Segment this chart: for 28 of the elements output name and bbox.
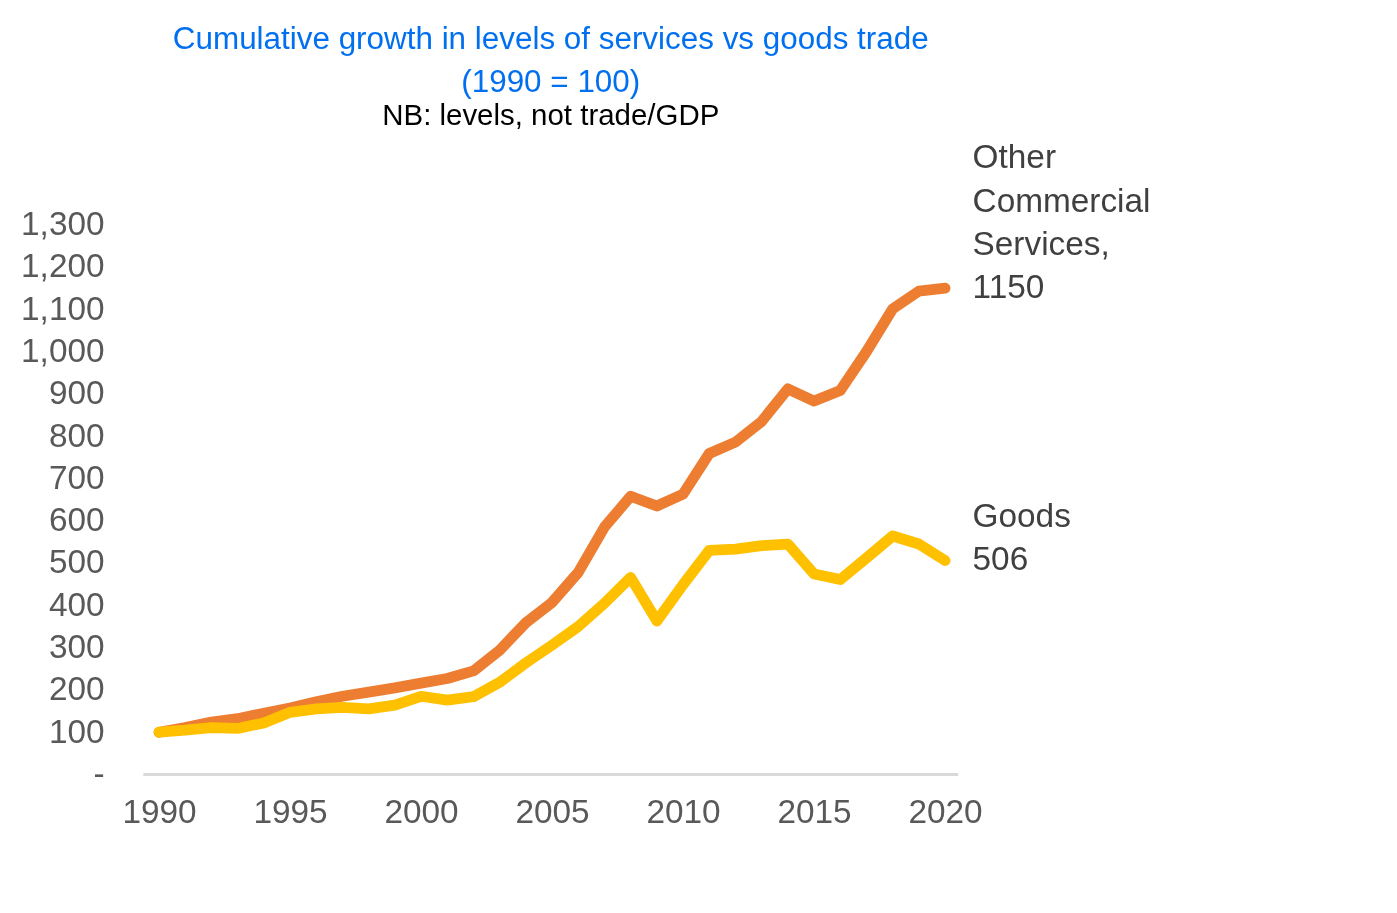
y-tick-label: 1,100 [21, 289, 105, 327]
chart-subtitle: NB: levels, not trade/GDP [382, 98, 720, 132]
x-tick-label: 2015 [777, 793, 852, 831]
data-label: 506 [972, 540, 1029, 578]
x-tick-label: 1995 [253, 793, 328, 831]
series-label: Other Commercial Services, [972, 138, 1151, 262]
data-label: 1150 [972, 268, 1045, 305]
y-tick-label: 100 [48, 712, 105, 750]
x-tick-label: 1990 [122, 793, 197, 831]
y-tick-label: 700 [48, 458, 105, 496]
y-tick-label: 500 [48, 543, 105, 581]
y-tick-label: 300 [48, 627, 105, 665]
y-tick-label: 1,200 [21, 247, 105, 285]
x-tick-label: 2020 [908, 793, 983, 831]
y-tick-label: 900 [48, 374, 105, 412]
y-tick-label: - [93, 754, 105, 792]
text: (1990 = 100) [461, 63, 641, 99]
y-tick-label: 400 [48, 585, 105, 623]
series-label: Goods [972, 497, 1071, 535]
y-tick-label: 200 [48, 670, 105, 708]
y-tick-label: 600 [48, 501, 105, 539]
x-tick-label: 2005 [515, 793, 590, 831]
x-tick-label: 2000 [384, 793, 459, 831]
y-tick-label: 800 [48, 416, 105, 454]
y-tick-label: 1,000 [21, 331, 105, 369]
x-tick-label: 2010 [646, 793, 721, 831]
y-tick-label: 1,300 [21, 205, 105, 243]
text: Cumulative growth in levels of services vs goods trade [172, 20, 929, 56]
